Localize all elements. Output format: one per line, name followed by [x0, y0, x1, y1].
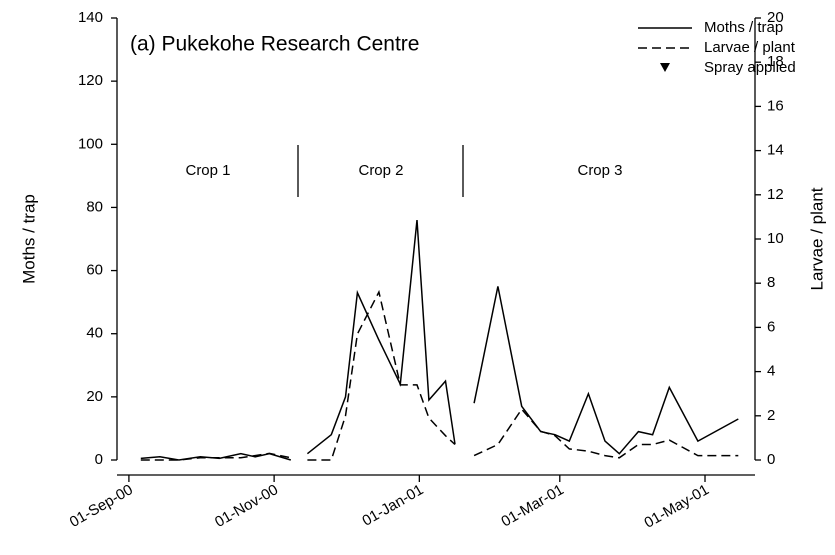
- y-tick-label: 40: [86, 325, 103, 342]
- y2-tick-label: 6: [767, 318, 775, 335]
- y-tick-label: 120: [78, 72, 103, 89]
- y2-tick-label: 20: [767, 9, 784, 26]
- y2-axis-label: Larvae / plant: [807, 187, 826, 290]
- y2-tick-label: 10: [767, 230, 784, 247]
- x-tick-label: 01-Jan-01: [359, 481, 426, 529]
- legend-marker: [660, 63, 670, 72]
- crop-label: Crop 3: [577, 162, 622, 179]
- y2-tick-label: 4: [767, 363, 775, 380]
- legend-label: Larvae / plant: [704, 39, 796, 56]
- y2-tick-label: 0: [767, 451, 775, 468]
- y-tick-label: 60: [86, 262, 103, 279]
- x-tick-label: 01-Sep-00: [67, 481, 136, 531]
- y2-tick-label: 16: [767, 97, 784, 114]
- legend-label: Spray applied: [704, 59, 796, 76]
- y2-tick-label: 18: [767, 53, 784, 70]
- x-tick-label: 01-Nov-00: [212, 481, 281, 531]
- y-tick-label: 140: [78, 9, 103, 26]
- y2-tick-label: 8: [767, 274, 775, 291]
- x-tick-label: 01-May-01: [641, 481, 712, 532]
- series-line: [140, 289, 739, 461]
- legend-label: Moths / trap: [704, 19, 783, 36]
- chart-title: (a) Pukekohe Research Centre: [130, 33, 419, 56]
- y2-tick-label: 12: [767, 186, 784, 203]
- y-tick-label: 80: [86, 198, 103, 215]
- y-axis-label: Moths / trap: [19, 194, 38, 284]
- x-tick-label: 01-Mar-01: [498, 481, 566, 530]
- y2-tick-label: 14: [767, 142, 784, 159]
- y2-tick-label: 2: [767, 407, 775, 424]
- crop-label: Crop 2: [358, 162, 403, 179]
- y-tick-label: 100: [78, 135, 103, 152]
- crop-label: Crop 1: [185, 162, 230, 179]
- y-tick-label: 0: [95, 451, 103, 468]
- y-tick-label: 20: [86, 388, 103, 405]
- series-line: [140, 220, 739, 461]
